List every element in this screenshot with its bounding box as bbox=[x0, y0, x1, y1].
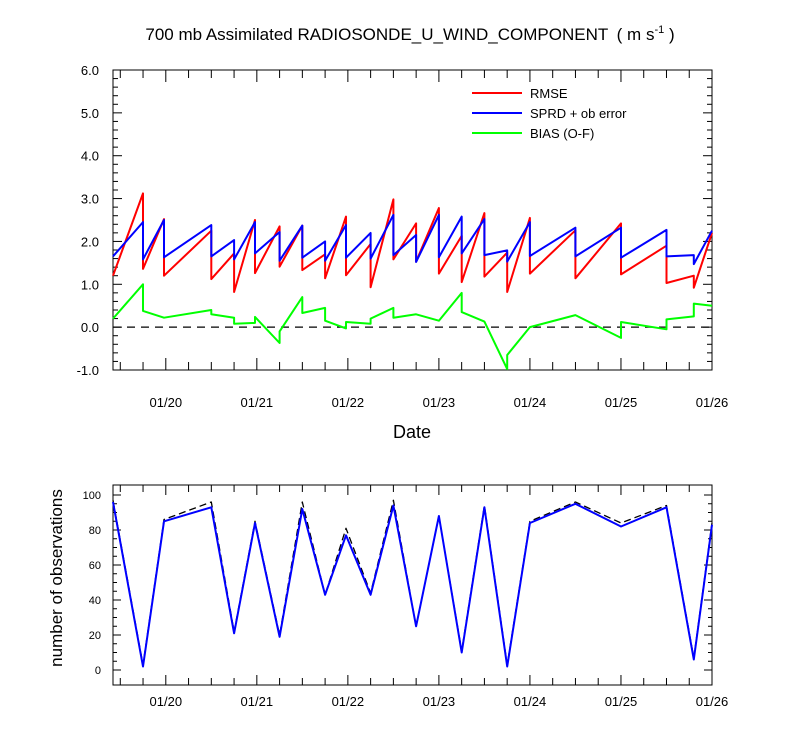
x-axis-label: Date bbox=[393, 422, 431, 442]
legend-label-rmse: RMSE bbox=[530, 86, 568, 101]
y-tick-label: 0 bbox=[95, 665, 101, 677]
x-tick-label: 01/23 bbox=[423, 694, 456, 709]
x-tick-label: 01/23 bbox=[423, 395, 456, 410]
x-tick-label: 01/25 bbox=[605, 694, 638, 709]
series-line-bias-o-f bbox=[112, 283, 713, 371]
bottom-plot-frame bbox=[112, 484, 713, 686]
y-tick-label: -1.0 bbox=[77, 363, 99, 378]
series-line-sprd-ob-error bbox=[112, 213, 713, 266]
top-plot-frame bbox=[112, 69, 713, 371]
x-tick-label: 01/24 bbox=[514, 694, 547, 709]
y-axis-label-observations: number of observations bbox=[47, 489, 66, 667]
y-tick-label: 20 bbox=[89, 630, 101, 642]
x-tick-label: 01/22 bbox=[332, 395, 365, 410]
y-tick-label: 60 bbox=[89, 560, 101, 572]
bottom-series bbox=[112, 499, 713, 668]
chart-title: 700 mb Assimilated RADIOSONDE_U_WIND_COM… bbox=[145, 24, 674, 44]
x-tick-label: 01/26 bbox=[696, 395, 729, 410]
x-tick-label: 01/20 bbox=[150, 395, 183, 410]
series-line-observations-assimilated bbox=[112, 501, 713, 668]
y-tick-label: 2.0 bbox=[81, 234, 99, 249]
top-series bbox=[112, 192, 713, 371]
y-tick-label: 6.0 bbox=[81, 63, 99, 78]
y-tick-label: 40 bbox=[89, 595, 101, 607]
top-panel: -1.00.01.02.03.04.05.06.0 01/20 01/21 01/2… bbox=[77, 63, 729, 442]
bottom-x-axis: 01/20 01/21 01/22 01/23 01/24 01/25 01/26 bbox=[119, 485, 729, 709]
x-tick-label: 01/20 bbox=[150, 694, 183, 709]
top-y-axis: -1.0 0.0 1.0 2.0 3.0 4.0 5.0 6.0 bbox=[77, 63, 712, 378]
y-tick-label: 100 bbox=[83, 490, 101, 502]
y-tick-label: 80 bbox=[89, 525, 101, 537]
series-line-rmse bbox=[112, 192, 713, 293]
top-x-axis: 01/20 01/21 01/22 01/23 01/24 01/25 01/26 bbox=[119, 70, 729, 410]
x-tick-label: 01/21 bbox=[241, 694, 274, 709]
y-tick-label: 5.0 bbox=[81, 106, 99, 121]
x-tick-label: 01/25 bbox=[605, 395, 638, 410]
x-tick-label: 01/21 bbox=[241, 395, 274, 410]
legend-label-bias-o-f: BIAS (O-F) bbox=[530, 126, 594, 141]
y-tick-label: 0.0 bbox=[81, 320, 99, 335]
x-tick-label: 01/26 bbox=[696, 694, 729, 709]
legend: RMSE SPRD + ob error BIAS (O-F) bbox=[472, 86, 627, 141]
legend-label-sprd-ob-error: SPRD + ob error bbox=[530, 106, 627, 121]
y-tick-label: 4.0 bbox=[81, 149, 99, 164]
x-tick-label: 01/24 bbox=[514, 395, 547, 410]
x-tick-label: 01/22 bbox=[332, 694, 365, 709]
y-tick-label: 1.0 bbox=[81, 277, 99, 292]
bottom-y-axis: 0 20 40 60 80 100 bbox=[83, 490, 712, 677]
y-tick-label: 3.0 bbox=[81, 192, 99, 207]
